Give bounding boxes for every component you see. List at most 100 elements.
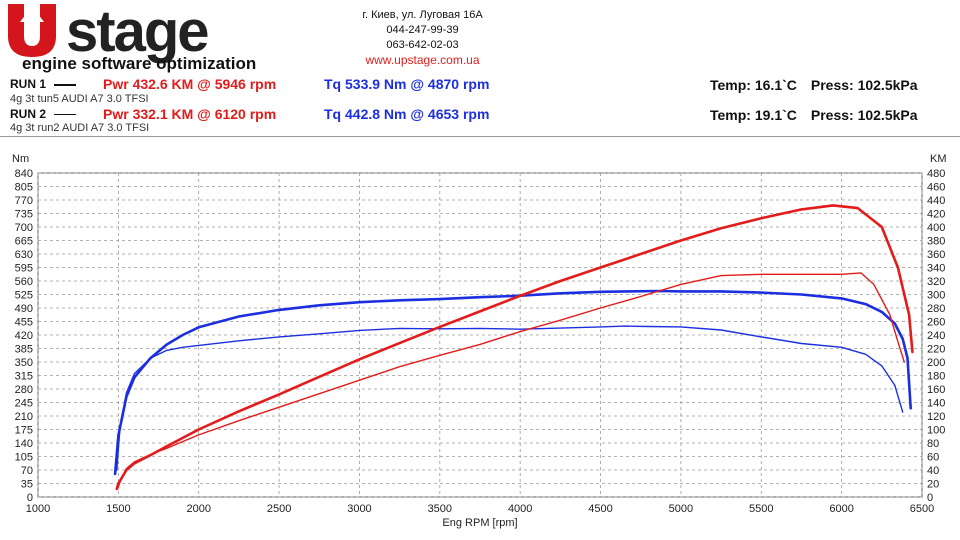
chart-grid <box>37 172 923 498</box>
x-axis-label: Eng RPM [rpm] <box>442 517 517 529</box>
y-right-tick-label: 420 <box>927 209 945 221</box>
x-tick-label: 4000 <box>508 503 532 515</box>
logo-tagline: engine software optimization <box>22 54 257 73</box>
y-left-tick-label: 70 <box>21 465 33 477</box>
y-right-tick-label: 460 <box>927 182 945 194</box>
y-left-tick-label: 770 <box>15 195 33 207</box>
y-right-tick-label: 300 <box>927 290 945 302</box>
y-left-tick-label: 210 <box>15 411 33 423</box>
run-2-temp: Temp: 19.1`C <box>710 107 797 123</box>
y-right-tick-label: 180 <box>927 371 945 383</box>
y-right-tick-label: 20 <box>927 479 939 491</box>
x-tick-label: 6500 <box>910 503 934 515</box>
run-2-label: RUN 2 <box>10 107 47 121</box>
x-tick-label: 4500 <box>588 503 612 515</box>
torque-curve-run-1 <box>113 289 913 476</box>
y-right-tick-label: 340 <box>927 263 945 275</box>
contact-block: г. Киев, ул. Луговая 16А 044-247-99-39 0… <box>340 8 505 68</box>
y-left-tick-label: 280 <box>15 384 33 396</box>
x-tick-label: 3500 <box>428 503 452 515</box>
phone-2: 063-642-02-03 <box>386 39 459 51</box>
run-1-torque-peak: Tq 533.9 Nm @ 4870 rpm <box>324 76 490 92</box>
run-2-press: Press: 102.5kPa <box>810 107 918 123</box>
y-left-tick-label: 140 <box>15 438 33 450</box>
power-curve-run-2 <box>116 272 905 490</box>
run-1-car: 4g 3t tun5 AUDI A7 3.0 TFSI <box>10 93 149 105</box>
y-left-tick-label: 105 <box>15 452 33 464</box>
power-curve-run-1 <box>115 204 914 491</box>
run-2-car: 4g 3t run2 AUDI A7 3.0 TFSI <box>10 122 150 134</box>
y-right-tick-label: 40 <box>927 465 939 477</box>
y-left-tick-label: 595 <box>15 263 33 275</box>
torque-curve-run-2 <box>116 325 904 471</box>
y-left-tick-label: 0 <box>27 492 33 504</box>
dyno-chart: Nm KM Eng RPM [rpm] 1000 1500 2000 2500 3000… <box>12 153 947 529</box>
y-left-tick-label: 840 <box>15 168 33 180</box>
y-left-tick-label: 700 <box>15 222 33 234</box>
phone-1: 044-247-99-39 <box>386 24 459 36</box>
x-tick-label: 2000 <box>186 503 210 515</box>
y-right-tick-label: 480 <box>927 168 945 180</box>
y-left-tick-label: 420 <box>15 330 33 342</box>
y-left-tick-label: 175 <box>15 425 33 437</box>
y-left-tick-label: 665 <box>15 236 33 248</box>
y-right-tick-label: 440 <box>927 195 945 207</box>
y-right-tick-label: 100 <box>927 425 945 437</box>
y-right-tick-label: 240 <box>927 330 945 342</box>
run-1-legend: RUN 1 <box>10 76 84 91</box>
y-axis-label-right: KM <box>930 153 947 165</box>
x-tick-label: 5500 <box>749 503 773 515</box>
run-1-press: Press: 102.5kPa <box>810 77 918 93</box>
address-text: г. Киев, ул. Луговая 16А <box>362 9 483 21</box>
run-2-torque-peak: Tq 442.8 Nm @ 4653 rpm <box>324 106 490 122</box>
chart-series <box>113 204 914 491</box>
run-2-legend: RUN 2 <box>10 106 84 121</box>
y-axis-label-left: Nm <box>12 153 29 165</box>
logo-text: stage <box>66 0 210 64</box>
y-right-tick-label: 160 <box>927 384 945 396</box>
y-right-tick-label: 60 <box>927 452 939 464</box>
y-left-tick-label: 385 <box>15 344 33 356</box>
chart-ticks: 1000 1500 2000 2500 3000 3500 4000 4500 5000 5500… <box>15 168 946 515</box>
upstage-logo: stage engine software optimization <box>4 0 304 73</box>
y-left-tick-label: 350 <box>15 357 33 369</box>
x-tick-label: 2500 <box>267 503 291 515</box>
y-right-tick-label: 380 <box>927 236 945 248</box>
x-tick-label: 1000 <box>26 503 50 515</box>
y-right-tick-label: 280 <box>927 303 945 315</box>
y-right-tick-label: 80 <box>927 438 939 450</box>
run-1-power-peak: Pwr 432.6 KM @ 5946 rpm <box>103 76 277 92</box>
x-tick-label: 1500 <box>106 503 130 515</box>
y-left-tick-label: 805 <box>15 182 33 194</box>
y-left-tick-label: 490 <box>15 303 33 315</box>
y-right-tick-label: 320 <box>927 276 945 288</box>
x-tick-label: 5000 <box>669 503 693 515</box>
y-left-tick-label: 455 <box>15 317 33 329</box>
x-tick-label: 6000 <box>829 503 853 515</box>
run-1-line-sample <box>54 83 77 86</box>
y-right-tick-label: 400 <box>927 222 945 234</box>
x-tick-label: 3000 <box>347 503 371 515</box>
y-right-tick-label: 360 <box>927 249 945 261</box>
y-right-tick-label: 220 <box>927 344 945 356</box>
y-left-tick-label: 35 <box>21 479 33 491</box>
website-link[interactable]: www.upstage.com.ua <box>365 53 480 67</box>
y-left-tick-label: 630 <box>15 249 33 261</box>
header-separator <box>0 136 960 137</box>
run-2-power-peak: Pwr 332.1 KM @ 6120 rpm <box>103 106 277 122</box>
y-right-tick-label: 120 <box>927 411 945 423</box>
run-2-conditions: Temp: 19.1`C Press: 102.5kPa <box>710 107 918 123</box>
y-left-tick-label: 525 <box>15 290 33 302</box>
run-1-conditions: Temp: 16.1`C Press: 102.5kPa <box>710 77 918 93</box>
y-right-tick-label: 260 <box>927 317 945 329</box>
y-left-tick-label: 245 <box>15 398 33 410</box>
run-1-label: RUN 1 <box>10 77 47 91</box>
y-left-tick-label: 560 <box>15 276 33 288</box>
run-2-line-sample <box>54 114 77 116</box>
y-left-tick-label: 315 <box>15 371 33 383</box>
y-right-tick-label: 140 <box>927 398 945 410</box>
logo-up-mark-icon <box>8 4 56 57</box>
y-right-tick-label: 0 <box>927 492 933 504</box>
run-1-temp: Temp: 16.1`C <box>710 77 797 93</box>
y-left-tick-label: 735 <box>15 209 33 221</box>
